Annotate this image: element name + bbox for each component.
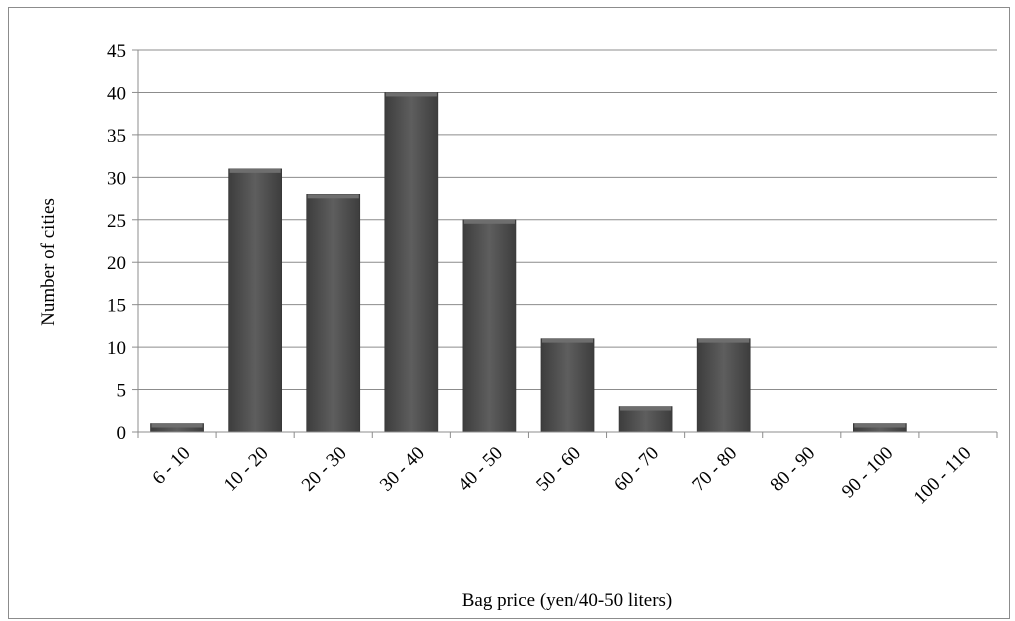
y-tick-label: 0: [117, 423, 127, 444]
x-tick-label: 50 - 60: [532, 443, 585, 496]
x-tick-labels: 6 - 10 10 - 20 20 - 30 30 - 40 40 - 50 50 - 6…: [148, 443, 975, 509]
bar-body: [618, 406, 673, 433]
bar: [150, 423, 204, 433]
y-tick-label: 5: [117, 381, 127, 402]
bar: [618, 406, 673, 433]
bar: [540, 338, 595, 433]
x-tick-label: 40 - 50: [454, 443, 507, 496]
x-tick-label: 80 - 90: [766, 443, 819, 496]
bar-top-bevel: [620, 406, 672, 411]
bar-top-bevel: [854, 423, 906, 428]
axes: [132, 49, 998, 438]
bar: [696, 338, 751, 433]
y-tick-label: 30: [107, 168, 126, 189]
x-tick-label: 10 - 20: [220, 443, 273, 496]
bar-top-bevel: [229, 168, 281, 173]
bar-top-bevel: [307, 194, 359, 199]
x-axis-title: Bag price (yen/40-50 liters): [462, 590, 673, 611]
x-tick-label: 20 - 30: [298, 443, 351, 496]
y-tick-labels: 0 5 10 15 20 25 30 35 40 45: [107, 41, 126, 444]
bar: [228, 168, 282, 433]
bar-body: [696, 338, 751, 433]
y-tick-label: 20: [107, 253, 126, 274]
x-tick-label: 30 - 40: [376, 443, 429, 496]
bar-top-bevel: [698, 338, 750, 343]
x-tick-label: 6 - 10: [148, 443, 194, 489]
y-tick-label: 40: [107, 83, 126, 104]
bar: [853, 423, 907, 433]
bar-body: [228, 168, 282, 433]
bar: [306, 194, 361, 433]
x-tick-label: 70 - 80: [688, 443, 741, 496]
y-axis-title: Number of cities: [38, 198, 59, 326]
bar-top-bevel: [385, 92, 437, 97]
bar: [462, 219, 517, 433]
bar-top-bevel: [151, 423, 203, 428]
bar-body: [540, 338, 595, 433]
y-tick-label: 15: [107, 296, 126, 317]
y-tick-label: 35: [107, 126, 126, 147]
y-tick-label: 10: [107, 338, 126, 359]
y-tick-label: 45: [107, 41, 126, 62]
y-tick-label: 25: [107, 211, 126, 232]
x-tick-label: 60 - 70: [610, 443, 663, 496]
bar-body: [384, 92, 439, 433]
bars: [150, 92, 907, 433]
bar-top-bevel: [463, 219, 515, 224]
bar-body: [462, 219, 517, 433]
bar: [384, 92, 439, 433]
bar-top-bevel: [541, 338, 594, 343]
bar-body: [306, 194, 361, 433]
x-tick-label: 90 - 100: [838, 443, 898, 503]
x-tick-label: 100 - 110: [910, 443, 976, 509]
